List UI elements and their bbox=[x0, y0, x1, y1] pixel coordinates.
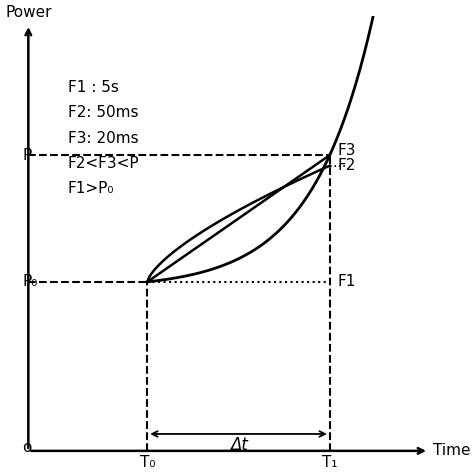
Text: F2: F2 bbox=[338, 158, 356, 173]
Text: F1: F1 bbox=[338, 275, 356, 289]
Text: Power: Power bbox=[5, 5, 52, 20]
Text: Time: Time bbox=[433, 443, 470, 458]
Text: F1 : 5s: F1 : 5s bbox=[68, 80, 119, 95]
Text: F2: 50ms: F2: 50ms bbox=[68, 105, 139, 120]
Text: F2<F3<P: F2<F3<P bbox=[68, 156, 140, 171]
Text: Δt: Δt bbox=[229, 436, 247, 454]
Text: P: P bbox=[22, 148, 32, 162]
Text: T₁: T₁ bbox=[322, 455, 338, 470]
Text: P₀: P₀ bbox=[22, 275, 38, 289]
Text: F1>P₀: F1>P₀ bbox=[68, 181, 114, 196]
Text: o: o bbox=[22, 440, 32, 455]
Text: F3: F3 bbox=[338, 143, 356, 158]
Text: F3: 20ms: F3: 20ms bbox=[68, 131, 139, 146]
Text: T₀: T₀ bbox=[140, 455, 155, 470]
